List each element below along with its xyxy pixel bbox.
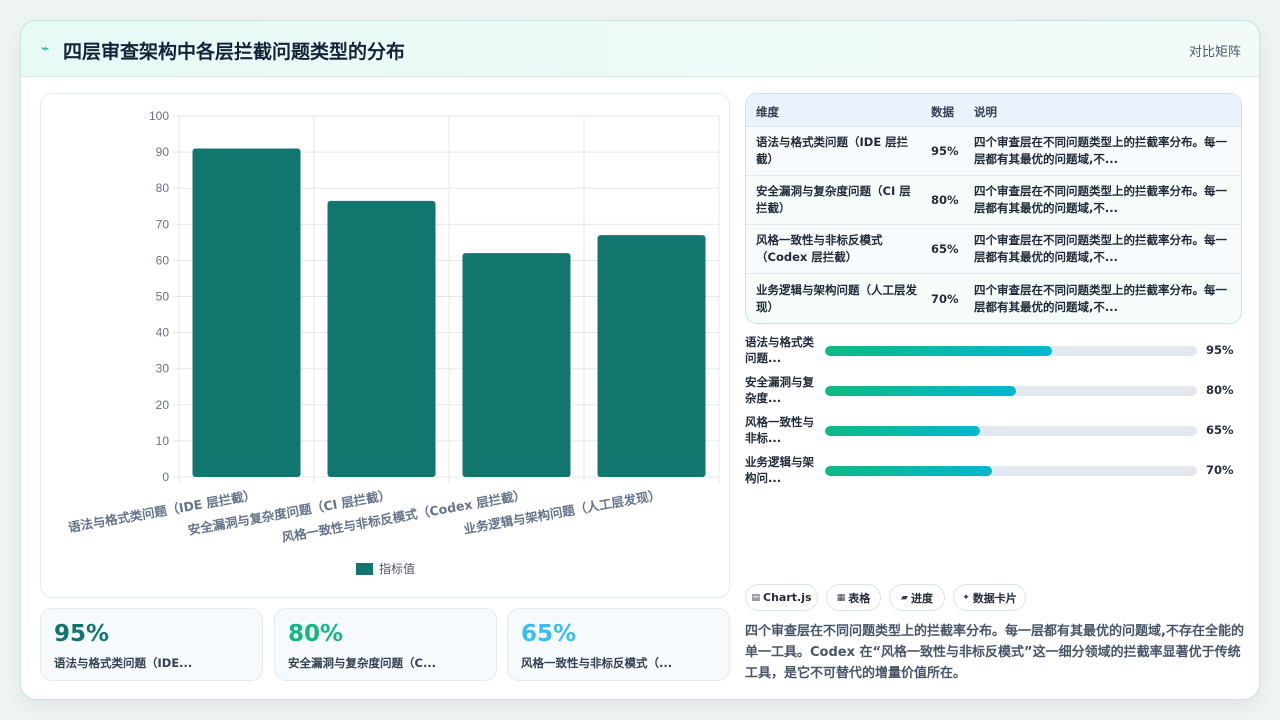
kpi-card-1: 95% 语法与格式类问题（IDE... <box>40 608 263 681</box>
chip-label: 数据卡片 <box>972 591 1017 605</box>
progress-track <box>825 386 1197 396</box>
progress-label: 语法与格式类问题... <box>745 335 814 365</box>
dashboard-card: ⌁ 四层审查架构中各层拦截问题类型的分布 对比矩阵 0 10 20 30 40 50 60 7… <box>20 20 1260 700</box>
progress-value: 80% <box>1206 383 1234 397</box>
table-cell-val: 95% <box>931 144 959 158</box>
kpi-card-3: 65% 风格一致性与非标反模式（... <box>507 608 730 681</box>
bar <box>327 200 436 477</box>
page-title: 四层审查架构中各层拦截问题类型的分布 <box>63 41 406 63</box>
table-cell-desc: 四个审查层在不同问题类型上的拦截率分布。每一层都有其最优的问题域,不... <box>974 135 1227 166</box>
chip-table[interactable]: ▦ 表格 <box>826 584 881 611</box>
bar <box>597 235 706 477</box>
sparkle-icon: ✦ <box>962 592 970 603</box>
table-cell-val: 80% <box>931 193 959 207</box>
y-tick-label: 90 <box>156 145 170 159</box>
bar <box>192 148 301 478</box>
progress-track <box>825 346 1197 356</box>
table-row: 安全漏洞与复杂度问题（CI 层拦截） 80% 四个审查层在不同问题类型上的拦截率… <box>746 176 1241 225</box>
progress-fill <box>825 346 1052 356</box>
progress-track <box>825 426 1197 436</box>
table-header-desc: 说明 <box>974 105 997 119</box>
y-tick-label: 100 <box>149 109 169 123</box>
table-row: 语法与格式类问题（IDE 层拦截） 95% 四个审查层在不同问题类型上的拦截率分… <box>746 127 1241 176</box>
chip-progress[interactable]: ▰ 进度 <box>889 584 945 611</box>
progress-icon: ▰ <box>901 592 908 603</box>
progress-fill <box>825 426 980 436</box>
kpi-label: 风格一致性与非标反模式（... <box>521 656 673 670</box>
chart-panel: 0 10 20 30 40 50 60 70 80 90 100 语法与格式类问题（IDE 层拦截）安… <box>40 93 730 598</box>
chip-data-card[interactable]: ✦ 数据卡片 <box>953 584 1026 611</box>
y-tick-label: 40 <box>156 326 170 340</box>
progress-fill <box>825 386 1016 396</box>
chip-label: Chart.js <box>763 591 812 604</box>
progress-label: 业务逻辑与架构问... <box>745 455 814 485</box>
y-tick-label: 20 <box>156 398 170 412</box>
y-tick-label: 50 <box>156 290 170 304</box>
table-row: 风格一致性与非标反模式（Codex 层拦截） 65% 四个审查层在不同问题类型上… <box>746 225 1241 274</box>
table-cell-val: 65% <box>931 242 959 256</box>
progress-row: 语法与格式类问题... 95% <box>745 334 1242 370</box>
progress-row: 安全漏洞与复杂度... 80% <box>745 374 1242 410</box>
progress-fill <box>825 466 992 476</box>
table-icon: ▦ <box>836 592 846 603</box>
chart-icon: ▤ <box>751 592 760 603</box>
y-tick-label: 60 <box>156 253 170 267</box>
table-cell-dim: 语法与格式类问题（IDE 层拦截） <box>756 135 909 166</box>
table-cell-desc: 四个审查层在不同问题类型上的拦截率分布。每一层都有其最优的问题域,不... <box>974 283 1227 314</box>
table-cell-dim: 业务逻辑与架构问题（人工层发现） <box>756 283 917 314</box>
progress-value: 70% <box>1206 463 1234 477</box>
table-cell-desc: 四个审查层在不同问题类型上的拦截率分布。每一层都有其最优的问题域,不... <box>974 233 1227 264</box>
kpi-label: 安全漏洞与复杂度问题（C... <box>288 656 437 670</box>
data-table: 维度 数据 说明 语法与格式类问题（IDE 层拦截） 95% 四个审查层在不同问… <box>745 93 1242 324</box>
bar <box>462 253 571 477</box>
legend-swatch <box>356 563 373 575</box>
progress-label: 风格一致性与非标... <box>745 415 814 445</box>
chip-label: 表格 <box>848 591 871 605</box>
sparkline-icon: ⌁ <box>41 41 50 57</box>
card-header: ⌁ 四层审查架构中各层拦截问题类型的分布 对比矩阵 <box>21 21 1259 77</box>
chip-chartjs[interactable]: ▤ Chart.js <box>745 584 818 611</box>
summary-text: 四个审查层在不同问题类型上的拦截率分布。每一层都有其最优的问题域,不存在全能的单… <box>745 624 1244 681</box>
progress-row: 业务逻辑与架构问... 70% <box>745 454 1242 490</box>
progress-value: 95% <box>1206 343 1234 357</box>
chip-label: 进度 <box>910 591 933 605</box>
kpi-label: 语法与格式类问题（IDE... <box>54 656 193 670</box>
table-row: 业务逻辑与架构问题（人工层发现） 70% 四个审查层在不同问题类型上的拦截率分布… <box>746 274 1241 323</box>
table-cell-dim: 安全漏洞与复杂度问题（CI 层拦截） <box>756 184 911 215</box>
table-header-row: 维度 数据 说明 <box>746 94 1241 127</box>
y-tick-label: 70 <box>156 217 170 231</box>
progress-track <box>825 466 1197 476</box>
y-tick-label: 80 <box>156 181 170 195</box>
y-tick-label: 30 <box>156 362 170 376</box>
table-cell-val: 70% <box>931 292 959 306</box>
table-header-val: 数据 <box>931 105 954 119</box>
kpi-value: 95% <box>54 621 110 647</box>
progress-row: 风格一致性与非标... 65% <box>745 414 1242 450</box>
table-cell-desc: 四个审查层在不同问题类型上的拦截率分布。每一层都有其最优的问题域,不... <box>974 184 1227 215</box>
progress-label: 安全漏洞与复杂度... <box>745 375 814 405</box>
kpi-card-2: 80% 安全漏洞与复杂度问题（C... <box>274 608 497 681</box>
progress-value: 65% <box>1206 423 1234 437</box>
table-cell-dim: 风格一致性与非标反模式（Codex 层拦截） <box>756 233 883 264</box>
y-tick-label: 0 <box>162 470 169 484</box>
kpi-value: 65% <box>521 621 577 647</box>
legend-label: 指标值 <box>379 561 415 576</box>
header-tag: 对比矩阵 <box>1188 45 1241 60</box>
y-tick-label: 10 <box>156 434 170 448</box>
table-header-dim: 维度 <box>756 105 779 119</box>
kpi-value: 80% <box>288 621 344 647</box>
